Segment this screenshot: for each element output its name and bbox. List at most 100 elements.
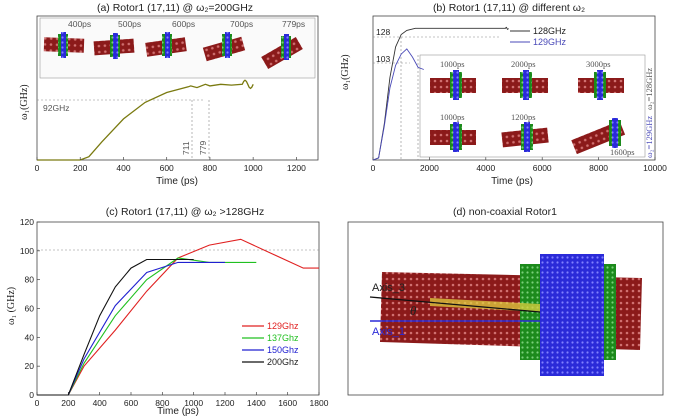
xtick-label: 0 — [35, 398, 40, 408]
panel-a-series-line — [37, 79, 254, 161]
panel-a-frame — [36, 15, 319, 161]
legend-label-200ghz: 200Ghz — [267, 357, 299, 367]
panel-b-series-128 — [372, 26, 509, 161]
xtick-label: 1200 — [287, 163, 306, 173]
xtick-label: 0 — [371, 163, 376, 173]
b-inset-label-1600ps: 1600ps — [610, 147, 635, 157]
b-side-label-128: ω₂=128GHz — [644, 68, 654, 110]
b-inset-label-1000ps-top: 1000ps — [440, 59, 465, 69]
panel-b-title: (b) Rotor1 (17,11) @ different ω₂ — [433, 2, 585, 14]
legend-label-129: 129GHz — [533, 37, 567, 47]
panel-a-ylabel: ω₁(GHz) — [19, 84, 30, 120]
xtick-label: 1200 — [216, 398, 235, 408]
xtick-label: 800 — [203, 163, 217, 173]
inset-rotor-400ps — [43, 32, 85, 58]
inset-label-779ps: 779ps — [282, 19, 305, 29]
panel-a-xlabel: Time (ps) — [156, 176, 198, 187]
panel-b-frame — [372, 15, 656, 161]
panel-a-inset-rotors — [43, 32, 303, 70]
xtick-label: 10000 — [643, 163, 667, 173]
panel-a-annot-779: 779 — [198, 141, 208, 155]
inset-label-700ps: 700ps — [230, 19, 253, 29]
b-rotor-1000ps-bottom — [430, 122, 476, 152]
b-inset-label-1000ps-bottom: 1000ps — [440, 112, 465, 122]
ytick-label: 20 — [25, 361, 35, 371]
xtick-label: 600 — [124, 398, 138, 408]
panel-c-ticks: 0 200 400 600 800 1000 1200 1400 1600 1800 0 20 40 60… — [20, 217, 329, 408]
inset-rotor-500ps — [93, 33, 135, 59]
panel-b-inset-rotors — [430, 70, 626, 155]
ytick-label: 80 — [25, 275, 35, 285]
legend-label-128: 128GHz — [533, 26, 567, 36]
panel-c-legend: 129Ghz 137Ghz 150Ghz 200Ghz — [242, 321, 299, 367]
panel-d-frame — [347, 221, 664, 396]
panel-c-series-150 — [37, 261, 225, 396]
b-rotor-1200ps — [501, 122, 549, 152]
panel-a-annot-92: 92GHz — [43, 103, 69, 113]
ytick-label: 40 — [25, 332, 35, 342]
panel-b-ylabel: ω₁(GHz) — [340, 54, 351, 90]
inset-label-500ps: 500ps — [118, 19, 141, 29]
theta-label: θ — [410, 303, 417, 318]
xtick-label: 1800 — [310, 398, 329, 408]
panel-c-ylabel: ω₁ (GHz) — [6, 287, 17, 325]
rotor-blue-ring — [540, 254, 604, 376]
axis1-label: Axis_1 — [372, 326, 405, 338]
axis3-line — [369, 296, 541, 313]
b-rotor-2000ps — [502, 70, 548, 100]
panel-d: (d) non-coaxial Rotor1 Axis_3 θ Axis_1 — [347, 206, 664, 396]
xtick-label: 4000 — [476, 163, 495, 173]
b-rotor-1600ps — [571, 118, 626, 155]
axis3-label: Axis_3 — [372, 282, 405, 294]
panel-d-rotor — [380, 254, 642, 376]
b-rotor-1000ps-top — [430, 70, 476, 100]
xtick-label: 1000 — [244, 163, 263, 173]
ytick-label: 0 — [29, 390, 34, 400]
xtick-label: 200 — [73, 163, 87, 173]
panel-a-xticks: 0 200 400 600 800 1000 1200 — [35, 157, 306, 173]
b-inset-label-3000ps: 3000ps — [586, 59, 611, 69]
panel-b-xticks: 0 2000 4000 6000 8000 10000 — [371, 157, 667, 173]
xtick-label: 0 — [35, 163, 40, 173]
inset-rotor-600ps — [145, 32, 187, 58]
rotor-yellow-band — [430, 298, 540, 312]
inset-label-400ps: 400ps — [68, 19, 91, 29]
panel-c-series-137 — [37, 257, 257, 396]
panel-b-annot-103: 103 — [376, 54, 390, 64]
panel-b-series-129 — [372, 48, 424, 161]
xtick-label: 2000 — [420, 163, 439, 173]
xtick-label: 1400 — [247, 398, 266, 408]
inset-rotor-779ps — [261, 34, 303, 70]
panel-c-xlabel: Time (ps) — [157, 406, 199, 416]
panel-c-series-200 — [37, 258, 194, 396]
ytick-label: 120 — [20, 217, 34, 227]
panel-d-title: (d) non-coaxial Rotor1 — [453, 206, 557, 218]
b-side-label-129: ω₂=129GHz — [644, 116, 654, 158]
panel-c: (c) Rotor1 (17,11) @ ω₂ >128GHz 0 200 400 6… — [6, 206, 329, 416]
panel-b: (b) Rotor1 (17,11) @ different ω₂ 0 2000 4… — [340, 2, 667, 187]
xtick-label: 6000 — [533, 163, 552, 173]
ytick-label: 100 — [20, 246, 34, 256]
xtick-label: 600 — [160, 163, 174, 173]
inset-rotor-700ps — [202, 32, 246, 62]
inset-label-600ps: 600ps — [172, 19, 195, 29]
b-inset-label-1200ps: 1200ps — [511, 112, 536, 122]
xtick-label: 1600 — [278, 398, 297, 408]
b-rotor-3000ps — [578, 70, 624, 100]
legend-label-150ghz: 150Ghz — [267, 345, 299, 355]
xtick-label: 1000 — [184, 398, 203, 408]
xtick-label: 800 — [155, 398, 169, 408]
legend-label-129ghz: 129Ghz — [267, 321, 299, 331]
legend-label-137ghz: 137Ghz — [267, 333, 299, 343]
xtick-label: 200 — [61, 398, 75, 408]
panel-a-annot-711: 711 — [181, 141, 191, 155]
panel-a-title: (a) Rotor1 (17,11) @ ω₂=200GHz — [97, 2, 253, 14]
b-inset-label-2000ps: 2000ps — [511, 59, 536, 69]
xtick-label: 8000 — [589, 163, 608, 173]
ytick-label: 60 — [25, 304, 35, 314]
panel-b-xlabel: Time (ps) — [491, 176, 533, 187]
panel-c-title: (c) Rotor1 (17,11) @ ω₂ >128GHz — [106, 206, 264, 218]
panel-b-legend: 128GHz 129GHz — [510, 26, 567, 47]
panel-a: (a) Rotor1 (17,11) @ ω₂=200GHz — [19, 2, 319, 187]
